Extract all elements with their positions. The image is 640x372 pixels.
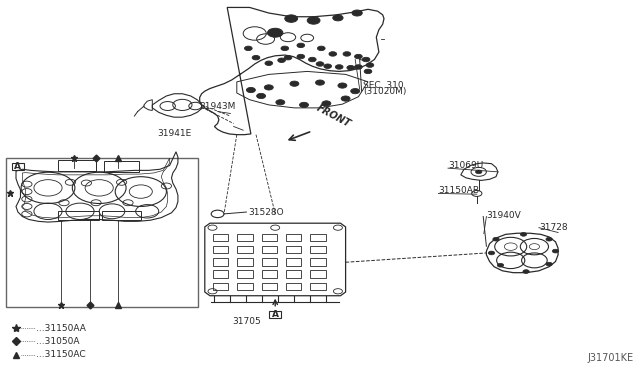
Circle shape (276, 100, 285, 105)
Bar (213, 258, 228, 266)
Circle shape (351, 89, 360, 94)
Circle shape (352, 10, 362, 16)
Circle shape (265, 61, 273, 65)
Circle shape (347, 65, 355, 70)
Circle shape (493, 237, 499, 241)
Bar (262, 270, 277, 278)
Text: 31941E: 31941E (157, 129, 191, 138)
Circle shape (355, 65, 362, 69)
Text: ...31050A: ...31050A (36, 337, 80, 346)
Circle shape (322, 101, 331, 106)
Bar (6, 158, 198, 307)
Circle shape (264, 85, 273, 90)
Circle shape (297, 43, 305, 48)
Bar (286, 283, 301, 290)
Bar (237, 246, 253, 253)
Circle shape (297, 54, 305, 59)
Bar (213, 283, 228, 290)
Text: FRONT: FRONT (315, 103, 353, 129)
Text: ...31150AC: ...31150AC (36, 350, 86, 359)
Circle shape (488, 251, 495, 255)
Text: SEC. 310: SEC. 310 (363, 81, 403, 90)
Text: 31150AB: 31150AB (438, 186, 479, 195)
Circle shape (252, 55, 260, 60)
Circle shape (244, 46, 252, 51)
Circle shape (257, 93, 266, 99)
Circle shape (307, 17, 320, 24)
Bar (262, 234, 277, 241)
Text: 31705: 31705 (232, 317, 260, 326)
Bar (237, 283, 253, 290)
Text: A: A (272, 310, 278, 319)
Circle shape (343, 52, 351, 56)
Circle shape (362, 57, 370, 62)
Circle shape (284, 55, 292, 60)
Circle shape (246, 87, 255, 93)
Text: ...31150AA: ...31150AA (36, 324, 86, 333)
Circle shape (520, 232, 527, 236)
Bar (58, 160, 96, 171)
Circle shape (317, 46, 325, 51)
Circle shape (268, 28, 283, 37)
Circle shape (329, 52, 337, 56)
Circle shape (316, 80, 324, 85)
Circle shape (278, 58, 285, 62)
Circle shape (285, 15, 298, 22)
Bar (310, 283, 326, 290)
Bar (213, 270, 228, 278)
Circle shape (552, 249, 559, 253)
Circle shape (290, 81, 299, 86)
Bar (262, 258, 277, 266)
Bar (286, 246, 301, 253)
Bar (58, 211, 99, 220)
Text: 31943M: 31943M (200, 102, 236, 111)
Text: 31528O: 31528O (248, 208, 284, 217)
Circle shape (338, 83, 347, 88)
Bar (286, 234, 301, 241)
Bar (213, 234, 228, 241)
Circle shape (333, 15, 343, 21)
Bar (237, 234, 253, 241)
Bar (12, 163, 24, 170)
Circle shape (335, 65, 343, 69)
Circle shape (366, 63, 374, 67)
Text: 31940V: 31940V (486, 211, 521, 220)
Text: A: A (15, 162, 21, 171)
Text: 31728: 31728 (539, 223, 568, 232)
Text: (31020M): (31020M) (363, 87, 406, 96)
Bar (310, 234, 326, 241)
Circle shape (546, 237, 552, 241)
Circle shape (523, 270, 529, 273)
Bar (286, 270, 301, 278)
Circle shape (324, 64, 332, 68)
Bar (269, 311, 281, 318)
Bar (104, 161, 139, 172)
Circle shape (308, 57, 316, 62)
Bar (310, 270, 326, 278)
Bar (213, 246, 228, 253)
Bar (286, 258, 301, 266)
Text: 31069U: 31069U (448, 161, 483, 170)
Bar (262, 246, 277, 253)
Bar (310, 246, 326, 253)
Circle shape (281, 46, 289, 51)
Circle shape (300, 102, 308, 108)
Bar (237, 270, 253, 278)
Bar (237, 258, 253, 266)
Circle shape (364, 69, 372, 74)
Circle shape (341, 96, 350, 101)
Text: J31701KE: J31701KE (588, 353, 634, 363)
Circle shape (476, 170, 482, 174)
Bar (310, 258, 326, 266)
Circle shape (546, 262, 552, 266)
Circle shape (355, 54, 362, 59)
Bar (262, 283, 277, 290)
Circle shape (316, 62, 324, 66)
Bar (102, 211, 141, 220)
Circle shape (497, 263, 504, 267)
